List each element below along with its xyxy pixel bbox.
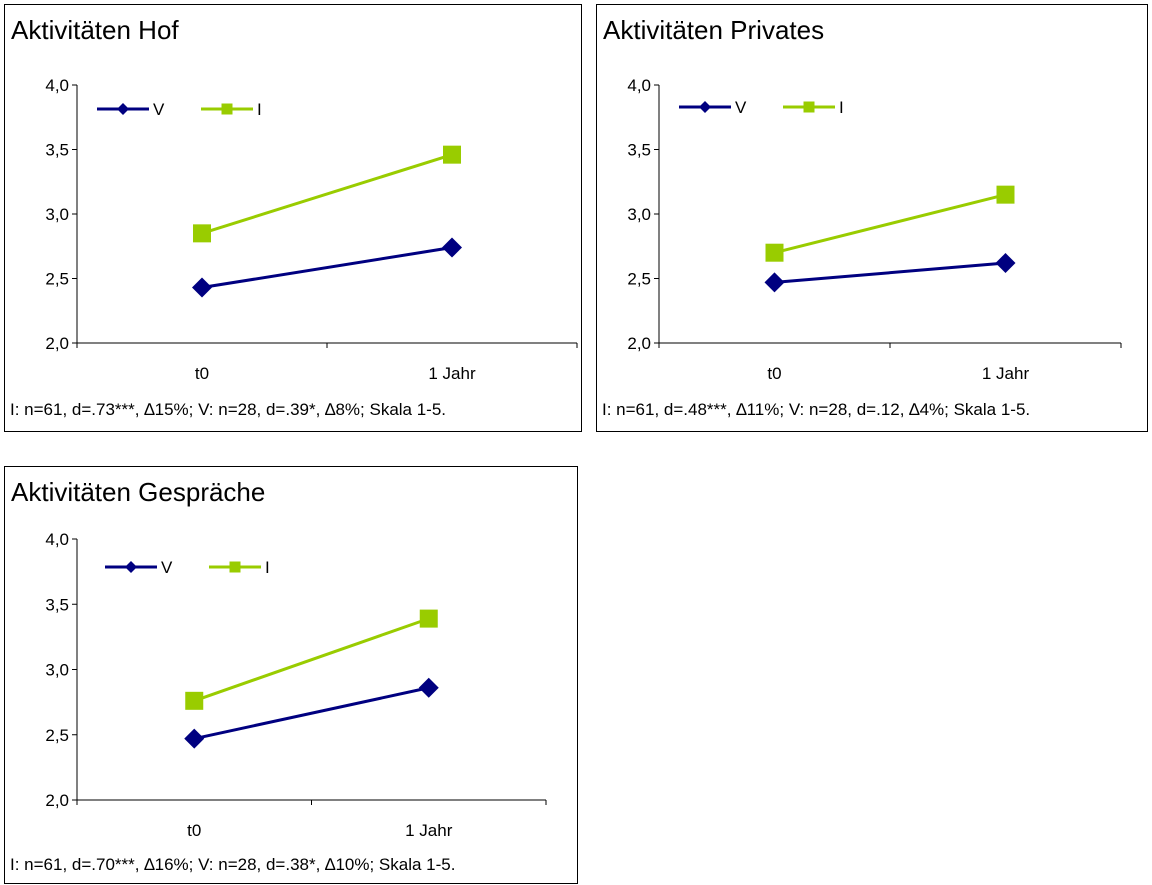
legend-label-V: V <box>735 98 747 117</box>
data-point-I <box>193 224 211 243</box>
x-category-label: 1 Jahr <box>405 821 453 840</box>
data-point-I <box>443 145 461 164</box>
series-V <box>184 677 439 749</box>
y-tick-label: 3,5 <box>627 141 651 160</box>
series-I <box>185 609 438 710</box>
chart-footnote: I: n=61, d=.70***, ∆16%; V: n=28, d=.38*… <box>10 855 455 874</box>
y-tick-label: 2,0 <box>45 791 69 810</box>
legend-marker-I <box>229 561 241 573</box>
y-tick-label: 2,5 <box>45 726 69 745</box>
data-point-V <box>442 237 462 258</box>
legend-label-I: I <box>257 100 262 119</box>
legend-label-I: I <box>265 558 270 577</box>
y-tick-label: 3,0 <box>45 205 69 224</box>
legend-marker-I <box>803 101 815 113</box>
chart-title: Aktivitäten Gespräche <box>11 477 265 507</box>
y-tick-label: 3,0 <box>627 205 651 224</box>
y-tick-label: 3,5 <box>45 141 69 160</box>
chart-svg-gespraeche: Aktivitäten Gespräche 2,0 2,5 3,0 3,5 4,0 t0 1 … <box>10 477 547 874</box>
data-point-V <box>764 272 785 293</box>
chart-footnote: I: n=61, d=.73***, ∆15%; V: n=28, d=.39*… <box>10 400 446 419</box>
series-I <box>193 145 461 243</box>
chart-panel-hof: Aktivitäten Hof 2,0 2,5 3,0 3,5 4,0 t0 1 Jahr V I… <box>4 4 582 432</box>
legend-label-I: I <box>839 98 844 117</box>
data-point-V <box>184 728 205 749</box>
series-line-V <box>201 246 453 290</box>
data-point-I <box>419 609 438 628</box>
y-tick-label: 4,0 <box>45 76 69 95</box>
data-point-I <box>765 243 784 262</box>
x-category-label: t0 <box>195 364 209 383</box>
data-point-V <box>995 253 1016 274</box>
x-category-label: 1 Jahr <box>428 364 476 383</box>
chart-footnote: I: n=61, d=.48***, ∆11%; V: n=28, d=.12,… <box>602 400 1030 419</box>
data-point-I <box>185 691 204 710</box>
y-tick-label: 3,5 <box>45 595 69 614</box>
legend-label-V: V <box>161 558 173 577</box>
chart-title: Aktivitäten Hof <box>11 15 179 45</box>
data-point-V <box>192 277 212 298</box>
chart-panel-privates: Aktivitäten Privates 2,0 2,5 3,0 3,5 4,0 t0 1 J… <box>596 4 1148 432</box>
series-V <box>192 237 462 298</box>
legend-marker-V <box>125 561 137 573</box>
x-category-label: 1 Jahr <box>982 364 1030 383</box>
series-line-I <box>774 193 1006 255</box>
y-tick-label: 3,0 <box>45 661 69 680</box>
y-tick-label: 2,5 <box>45 270 69 289</box>
x-category-label: t0 <box>187 821 201 840</box>
y-tick-label: 2,0 <box>45 334 69 353</box>
series-line-I <box>193 617 430 703</box>
chart-panel-gespraeche: Aktivitäten Gespräche 2,0 2,5 3,0 3,5 4,0 t0 1 … <box>4 466 578 884</box>
y-tick-label: 2,0 <box>627 334 651 353</box>
legend-label-V: V <box>153 100 165 119</box>
legend-marker-V <box>699 101 711 113</box>
x-category-label: t0 <box>767 364 781 383</box>
y-tick-label: 4,0 <box>627 76 651 95</box>
chart-title: Aktivitäten Privates <box>603 15 824 45</box>
series-I <box>765 185 1015 262</box>
y-tick-label: 2,5 <box>627 270 651 289</box>
legend-marker-I <box>221 103 233 115</box>
legend-marker-V <box>117 103 129 115</box>
series-V <box>764 253 1016 293</box>
chart-svg-privates: Aktivitäten Privates 2,0 2,5 3,0 3,5 4,0 t0 1 J… <box>602 15 1122 419</box>
series-line-I <box>201 153 453 235</box>
data-point-I <box>996 185 1015 204</box>
series-line-V <box>774 261 1006 284</box>
series-line-V <box>193 686 430 741</box>
data-point-V <box>418 677 439 698</box>
y-tick-label: 4,0 <box>45 530 69 549</box>
